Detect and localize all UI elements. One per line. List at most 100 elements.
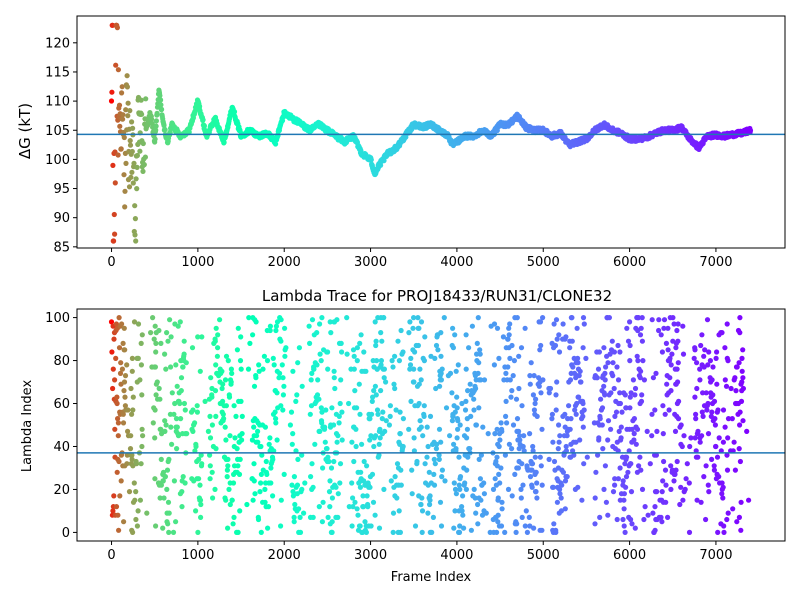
lambda-point (414, 458, 420, 465)
lambda-point (536, 383, 542, 389)
lambda-point (557, 486, 563, 492)
lambda-point (471, 407, 477, 413)
delta-g-point (121, 134, 127, 141)
lambda-point (153, 340, 159, 346)
lambda-point (365, 504, 371, 510)
lambda-point (289, 441, 295, 447)
lambda-point (197, 368, 203, 374)
lambda-point (623, 405, 629, 411)
lambda-point (129, 368, 135, 374)
lambda-point (453, 368, 459, 374)
lambda-point (339, 409, 345, 415)
lambda-point (395, 338, 401, 344)
lambda-point (256, 368, 262, 374)
lambda-point (736, 514, 743, 521)
lambda-point (137, 377, 143, 383)
lambda-point (154, 379, 160, 385)
lambda-point (325, 366, 331, 372)
lambda-point (213, 325, 219, 331)
lambda-point (253, 319, 259, 325)
lambda-point (279, 362, 285, 368)
lambda-point (621, 491, 628, 497)
delta-g-point (138, 97, 144, 103)
lambda-point (510, 373, 516, 379)
delta-g-point (153, 123, 159, 129)
lambda-point (225, 525, 231, 531)
lambda-point (196, 476, 202, 482)
lambda-point (325, 514, 331, 521)
lambda-point (474, 340, 480, 346)
lambda-point (601, 486, 607, 492)
lambda-point (173, 362, 179, 368)
lambda-point (732, 375, 738, 381)
lambda-point (659, 489, 665, 495)
lambda-point (160, 469, 167, 475)
delta-g-x-tick-label: 5000 (527, 255, 560, 270)
lambda-point (255, 516, 262, 523)
lambda-point (722, 424, 728, 430)
lambda-point (334, 439, 340, 445)
lambda-point (478, 452, 484, 458)
lambda-point (421, 413, 427, 419)
lambda-point (350, 347, 357, 353)
lambda-point (596, 435, 602, 441)
lambda-point (173, 416, 180, 422)
lambda-point (500, 334, 506, 340)
lambda-point (608, 390, 614, 396)
lambda-point (456, 529, 463, 536)
lambda-point (392, 353, 398, 359)
lambda-point (701, 474, 707, 480)
lambda-point (570, 364, 576, 370)
lambda-point (438, 353, 444, 359)
lambda-point (223, 437, 229, 443)
lambda-point (673, 467, 679, 473)
lambda-point (109, 349, 115, 355)
lambda-point (692, 435, 698, 441)
delta-g-point (115, 67, 121, 73)
lambda-point (557, 433, 563, 439)
lambda-point (558, 508, 565, 514)
lambda-point (392, 474, 398, 480)
lambda-point (546, 456, 552, 462)
lambda-point (476, 360, 482, 366)
lambda-point (237, 508, 243, 514)
lambda-point (179, 504, 185, 510)
delta-g-point (747, 127, 754, 134)
lambda-point (222, 424, 228, 430)
lambda-point (262, 486, 268, 492)
lambda-point (249, 437, 255, 443)
lambda-point (273, 323, 279, 329)
lambda-point (379, 416, 385, 422)
lambda-point (372, 383, 378, 389)
lambda-point (205, 428, 211, 434)
lambda-point (563, 448, 570, 454)
lambda-point (710, 392, 716, 398)
lambda-point (665, 325, 671, 331)
delta-g-point (124, 84, 130, 90)
lambda-point (220, 398, 226, 404)
lambda-point (647, 461, 653, 467)
lambda-point (398, 467, 404, 473)
lambda-point (323, 407, 329, 413)
lambda-point (198, 501, 204, 508)
lambda-point (258, 443, 264, 450)
lambda-point (499, 506, 505, 512)
lambda-point (220, 381, 226, 387)
lambda-point (627, 319, 633, 325)
lambda-point (499, 428, 505, 434)
lambda-point (335, 433, 341, 439)
lambda-point (318, 358, 324, 364)
lambda-point (132, 497, 138, 503)
lambda-x-ticks: 0 1000 2000 3000 4000 5000 6000 7000 (107, 541, 732, 563)
lambda-point (134, 523, 140, 529)
lambda-point (196, 456, 202, 462)
lambda-point (517, 433, 523, 439)
lambda-point (504, 420, 510, 426)
lambda-point (631, 416, 638, 422)
lambda-point (580, 413, 586, 419)
lambda-point (164, 330, 170, 336)
lambda-point (564, 433, 570, 439)
lambda-point (624, 454, 630, 460)
lambda-point (567, 345, 573, 351)
